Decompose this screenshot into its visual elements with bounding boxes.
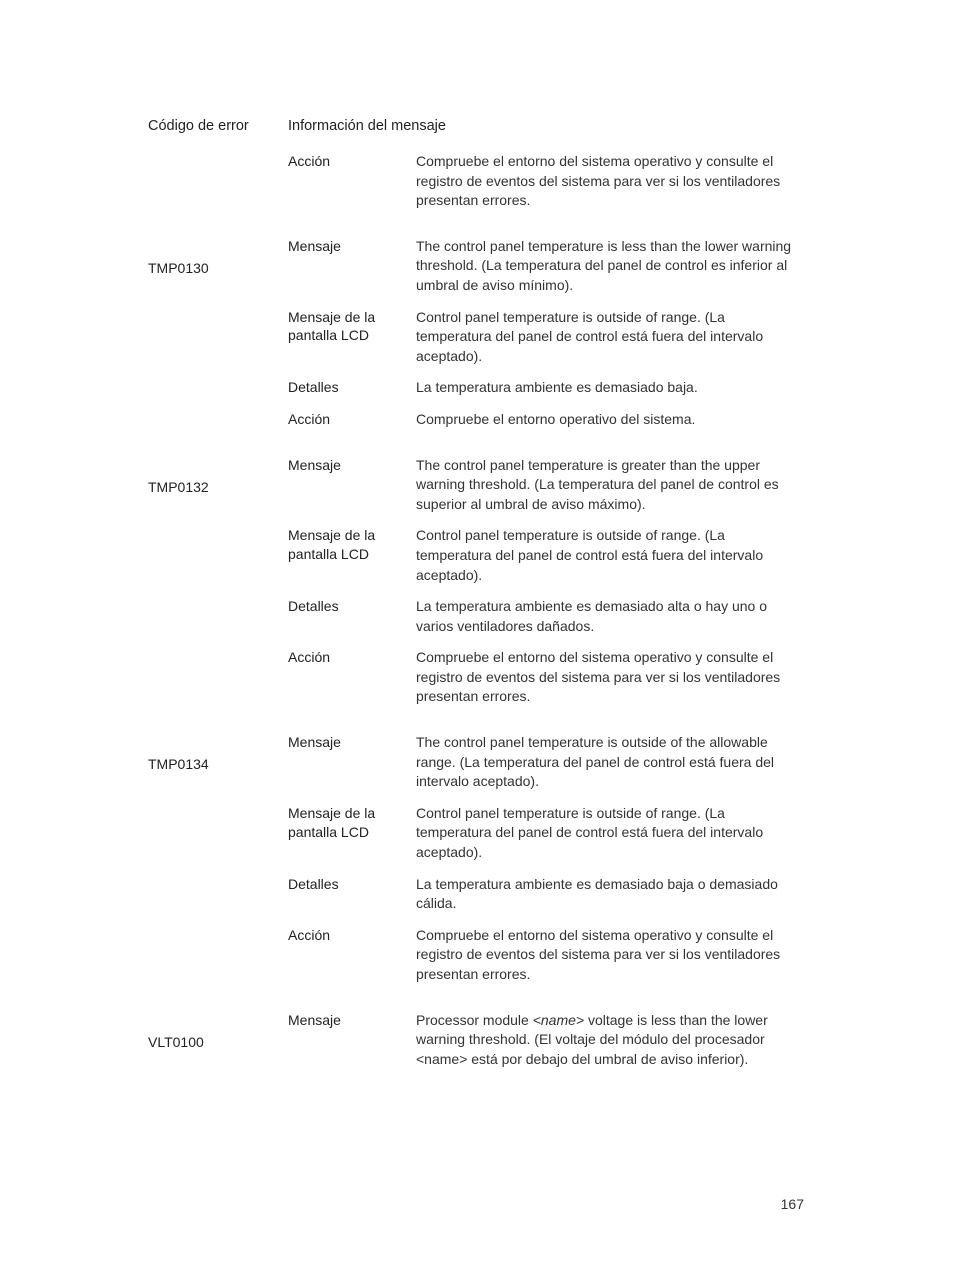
label-accion: Acción — [288, 926, 416, 985]
value-detalles: La temperatura ambiente es demasiado baj… — [416, 875, 804, 914]
label-detalles: Detalles — [288, 875, 416, 914]
page-number: 167 — [781, 1196, 804, 1212]
value-accion: Compruebe el entorno del sistema operati… — [416, 926, 804, 985]
table-row: Mensaje de la pantalla LCD Control panel… — [288, 308, 804, 367]
error-block-vlt0100: VLT0100 Mensaje Processor module <name> … — [148, 1011, 804, 1070]
table-row: Detalles La temperatura ambiente es dema… — [288, 875, 804, 914]
error-code: TMP0134 — [148, 733, 288, 985]
table-row: Mensaje Processor module <name> voltage … — [288, 1011, 804, 1070]
value-mensaje: The control panel temperature is outside… — [416, 733, 804, 792]
label-accion: Acción — [288, 152, 416, 211]
vlt-name2: <name> — [416, 1051, 467, 1067]
table-row: Detalles La temperatura ambiente es dema… — [288, 378, 804, 398]
label-mensaje: Mensaje — [288, 237, 416, 296]
value-mensaje: Processor module <name> voltage is less … — [416, 1011, 804, 1070]
table-row: Acción Compruebe el entorno del sistema … — [288, 648, 804, 707]
vlt-pre: Processor module — [416, 1012, 533, 1028]
value-accion: Compruebe el entorno del sistema operati… — [416, 648, 804, 707]
value-mensaje: The control panel temperature is greater… — [416, 456, 804, 515]
value-accion: Compruebe el entorno del sistema operati… — [416, 152, 804, 211]
label-mensaje: Mensaje — [288, 733, 416, 792]
error-block-tmp0134: TMP0134 Mensaje The control panel temper… — [148, 733, 804, 985]
table-row: Acción Compruebe el entorno del sistema … — [288, 152, 804, 211]
value-lcd: Control panel temperature is outside of … — [416, 526, 804, 585]
vlt-name1: <name> — [533, 1012, 584, 1028]
label-mensaje: Mensaje — [288, 456, 416, 515]
header-error-code: Código de error — [148, 118, 288, 134]
value-lcd: Control panel temperature is outside of … — [416, 804, 804, 863]
label-accion: Acción — [288, 648, 416, 707]
error-block-tmp0130: TMP0130 Mensaje The control panel temper… — [148, 237, 804, 430]
orphan-spacer — [148, 152, 288, 211]
orphan-row: Acción Compruebe el entorno del sistema … — [148, 152, 804, 211]
table-row: Mensaje de la pantalla LCD Control panel… — [288, 804, 804, 863]
label-lcd: Mensaje de la pantalla LCD — [288, 308, 416, 367]
vlt-post: está por debajo del umbral de aviso infe… — [467, 1051, 748, 1067]
table-row: Detalles La temperatura ambiente es dema… — [288, 597, 804, 636]
label-detalles: Detalles — [288, 597, 416, 636]
value-lcd: Control panel temperature is outside of … — [416, 308, 804, 367]
error-code: TMP0130 — [148, 237, 288, 430]
header-message-info: Información del mensaje — [288, 118, 804, 134]
table-row: Mensaje de la pantalla LCD Control panel… — [288, 526, 804, 585]
label-accion: Acción — [288, 410, 416, 430]
error-code: VLT0100 — [148, 1011, 288, 1070]
value-accion: Compruebe el entorno operativo del siste… — [416, 410, 804, 430]
table-header-row: Código de error Información del mensaje — [148, 118, 804, 134]
table-row: Acción Compruebe el entorno del sistema … — [288, 926, 804, 985]
value-detalles: La temperatura ambiente es demasiado alt… — [416, 597, 804, 636]
table-row: Mensaje The control panel temperature is… — [288, 456, 804, 515]
document-page: Código de error Información del mensaje … — [0, 0, 954, 1268]
error-block-tmp0132: TMP0132 Mensaje The control panel temper… — [148, 456, 804, 708]
table-row: Acción Compruebe el entorno operativo de… — [288, 410, 804, 430]
table-row: Mensaje The control panel temperature is… — [288, 733, 804, 792]
value-mensaje: The control panel temperature is less th… — [416, 237, 804, 296]
label-mensaje: Mensaje — [288, 1011, 416, 1070]
label-lcd: Mensaje de la pantalla LCD — [288, 804, 416, 863]
table-row: Mensaje The control panel temperature is… — [288, 237, 804, 296]
label-detalles: Detalles — [288, 378, 416, 398]
error-code: TMP0132 — [148, 456, 288, 708]
value-detalles: La temperatura ambiente es demasiado baj… — [416, 378, 804, 398]
label-lcd: Mensaje de la pantalla LCD — [288, 526, 416, 585]
